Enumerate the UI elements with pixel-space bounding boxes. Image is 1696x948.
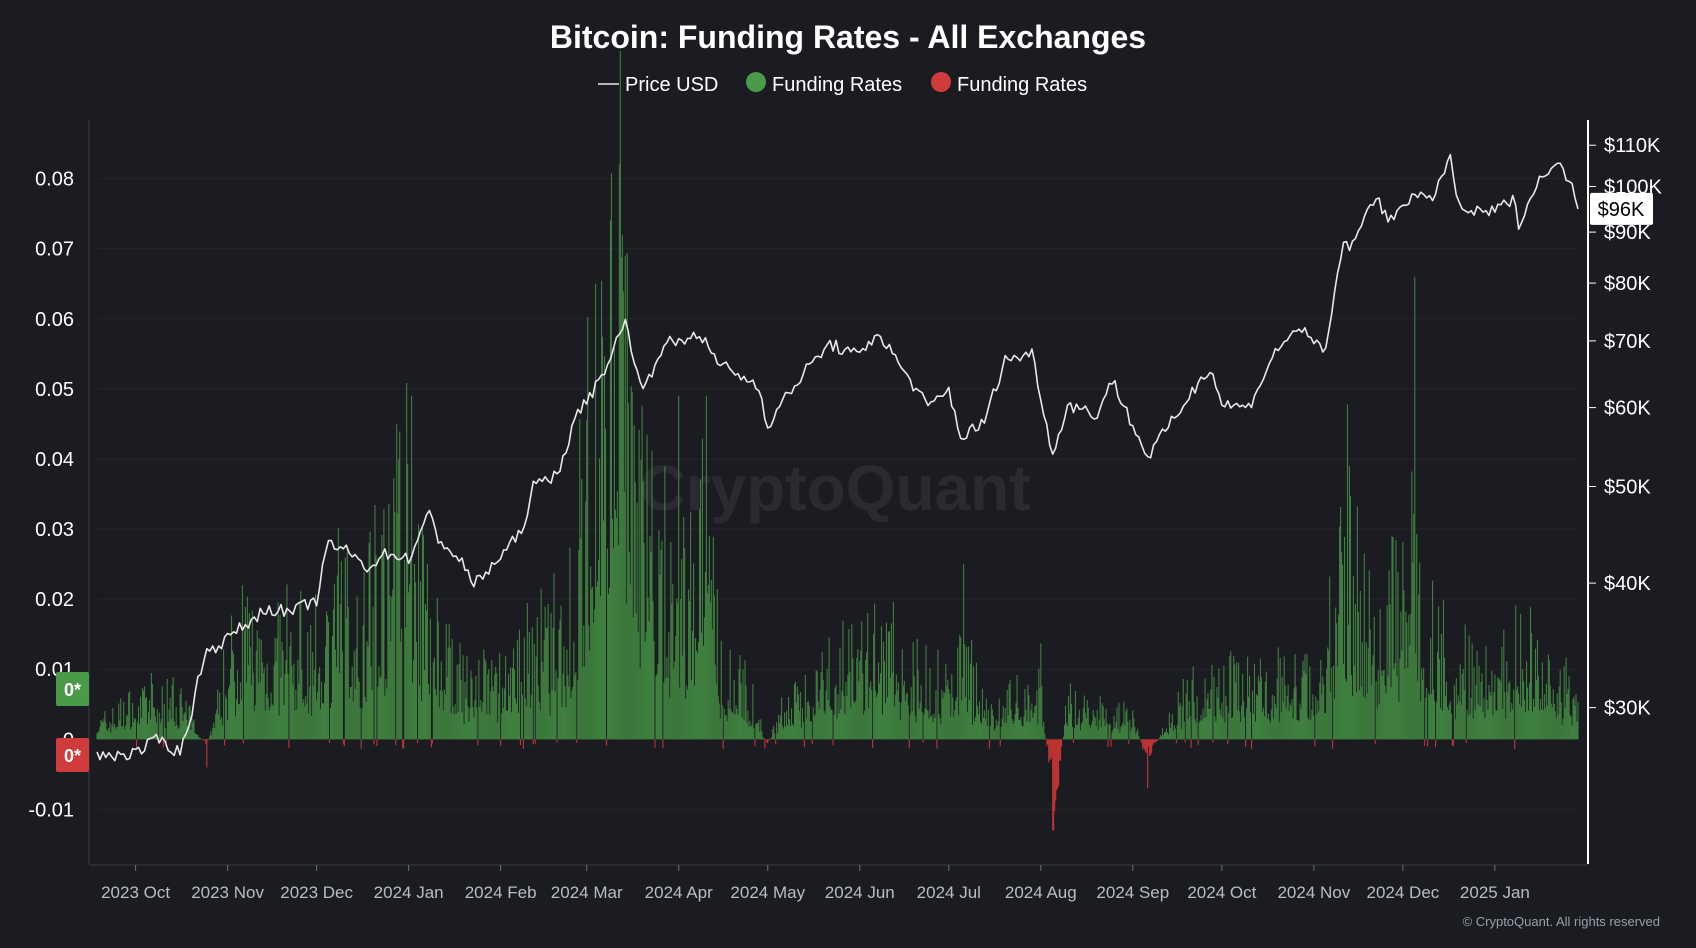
legend-item-funding-negative[interactable]: Funding Rates bbox=[931, 72, 1087, 96]
x-tick-label: 2024 Oct bbox=[1187, 883, 1256, 902]
price-line bbox=[96, 153, 1579, 762]
x-tick-label: 2024 Jun bbox=[825, 883, 895, 902]
x-tick-label: 2024 Apr bbox=[645, 883, 713, 902]
zero-badge-negative: 0* bbox=[56, 738, 89, 772]
legend-item-funding-positive[interactable]: Funding Rates bbox=[746, 72, 902, 96]
right-tick-label: $40K bbox=[1604, 573, 1651, 595]
right-tick-label: $90K bbox=[1604, 222, 1651, 244]
x-tick-label: 2024 Mar bbox=[551, 883, 623, 902]
left-tick-label: 0.08 bbox=[35, 169, 74, 191]
current-price-tag: $96K bbox=[1590, 192, 1653, 225]
right-tick-label: $60K bbox=[1604, 398, 1651, 420]
x-tick-label: 2024 May bbox=[730, 883, 805, 902]
current-price-label: $96K bbox=[1598, 199, 1645, 221]
left-tick-label: 0.07 bbox=[35, 239, 74, 261]
right-tick-label: $50K bbox=[1604, 477, 1651, 499]
right-tick-label: $70K bbox=[1604, 331, 1651, 353]
x-tick-label: 2024 Aug bbox=[1005, 883, 1077, 902]
right-axis-ticks: $30K$40K$50K$60K$70K$80K$90K$100K$110K bbox=[1588, 135, 1662, 720]
x-tick-label: 2024 Feb bbox=[465, 883, 537, 902]
right-tick-label: $80K bbox=[1604, 273, 1651, 295]
left-tick-label: 0.05 bbox=[35, 379, 74, 401]
x-tick-label: 2024 Nov bbox=[1277, 883, 1350, 902]
watermark: CryptoQuant bbox=[639, 452, 1030, 524]
x-tick-label: 2023 Oct bbox=[101, 883, 170, 902]
left-tick-label: 0.03 bbox=[35, 519, 74, 541]
legend-item-price[interactable]: Price USD bbox=[598, 74, 718, 96]
legend: Price USD Funding Rates Funding Rates bbox=[598, 72, 1087, 96]
left-axis-ticks: -0.0100.010.020.030.040.050.060.070.08 bbox=[28, 169, 74, 822]
legend-label-funding-positive: Funding Rates bbox=[772, 74, 902, 96]
x-tick-label: 2024 Dec bbox=[1367, 883, 1440, 902]
left-tick-label: 0.04 bbox=[35, 449, 74, 471]
zero-badge-positive-label: 0* bbox=[64, 680, 81, 700]
price-series bbox=[96, 153, 1579, 762]
legend-label-funding-negative: Funding Rates bbox=[957, 74, 1087, 96]
x-tick-label: 2023 Dec bbox=[280, 883, 353, 902]
x-axis-ticks: 2023 Oct 2023 Nov 2023 Dec 2024 Jan 2024 Feb… bbox=[101, 865, 1530, 902]
left-tick-label: 0.06 bbox=[35, 309, 74, 331]
legend-label-price: Price USD bbox=[625, 74, 718, 96]
x-tick-label: 2024 Jul bbox=[917, 883, 981, 902]
right-tick-label: $30K bbox=[1604, 698, 1651, 720]
legend-dot-red bbox=[931, 72, 951, 92]
right-tick-label: $110K bbox=[1604, 135, 1661, 157]
funding-rate-bars bbox=[96, 50, 1579, 831]
zero-badge-negative-label: 0* bbox=[64, 746, 81, 766]
copyright-notice: © CryptoQuant. All rights reserved bbox=[1463, 914, 1660, 929]
x-tick-label: 2023 Nov bbox=[191, 883, 264, 902]
x-tick-label: 2024 Sep bbox=[1096, 883, 1169, 902]
chart-title: Bitcoin: Funding Rates - All Exchanges bbox=[550, 19, 1146, 55]
left-tick-label: 0.02 bbox=[35, 589, 74, 611]
legend-dot-green bbox=[746, 72, 766, 92]
left-tick-label: -0.01 bbox=[28, 799, 74, 821]
x-tick-label: 2024 Jan bbox=[374, 883, 444, 902]
x-tick-label: 2025 Jan bbox=[1460, 883, 1530, 902]
zero-badge-positive: 0* bbox=[56, 672, 89, 706]
